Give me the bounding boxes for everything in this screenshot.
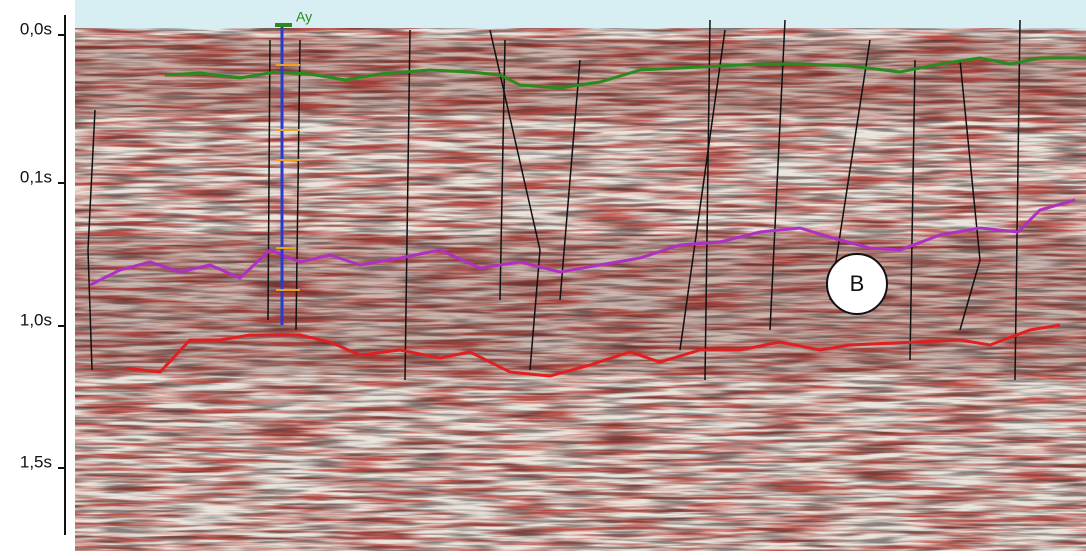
faults: [87, 19, 1021, 381]
axis-tick-label: 0,0s: [20, 19, 52, 38]
axis-tick-label: 1,0s: [20, 310, 52, 329]
fault: [909, 59, 916, 361]
fault: [559, 59, 581, 301]
top-strip: [75, 0, 1086, 30]
texture-black: [75, 28, 1086, 551]
fault: [704, 19, 711, 381]
fault: [829, 39, 871, 301]
well-label: Ay: [296, 9, 312, 25]
fault: [1014, 19, 1021, 381]
fault: [959, 59, 981, 331]
fault: [489, 29, 541, 371]
fault: [87, 109, 96, 371]
fault: [499, 39, 506, 301]
well-markers: [276, 64, 300, 291]
lower-reflector-zone: [75, 235, 1086, 375]
well: Ay: [275, 9, 312, 325]
axis-tick-label: 0,1s: [20, 167, 52, 186]
zone-label: B: [850, 271, 865, 296]
axis-tick-label: 1,5s: [20, 452, 52, 471]
time-axis: 0,0s 0,1s 1,0s 1,5s: [20, 15, 66, 535]
green-horizon: [164, 56, 1086, 90]
fault: [679, 29, 726, 351]
purple-horizon: [89, 198, 1076, 287]
fault: [295, 39, 301, 331]
fault: [267, 39, 271, 321]
red-horizon: [124, 323, 1061, 378]
fault: [769, 19, 786, 331]
zone-marker: [826, 253, 888, 315]
fault: [404, 29, 411, 381]
